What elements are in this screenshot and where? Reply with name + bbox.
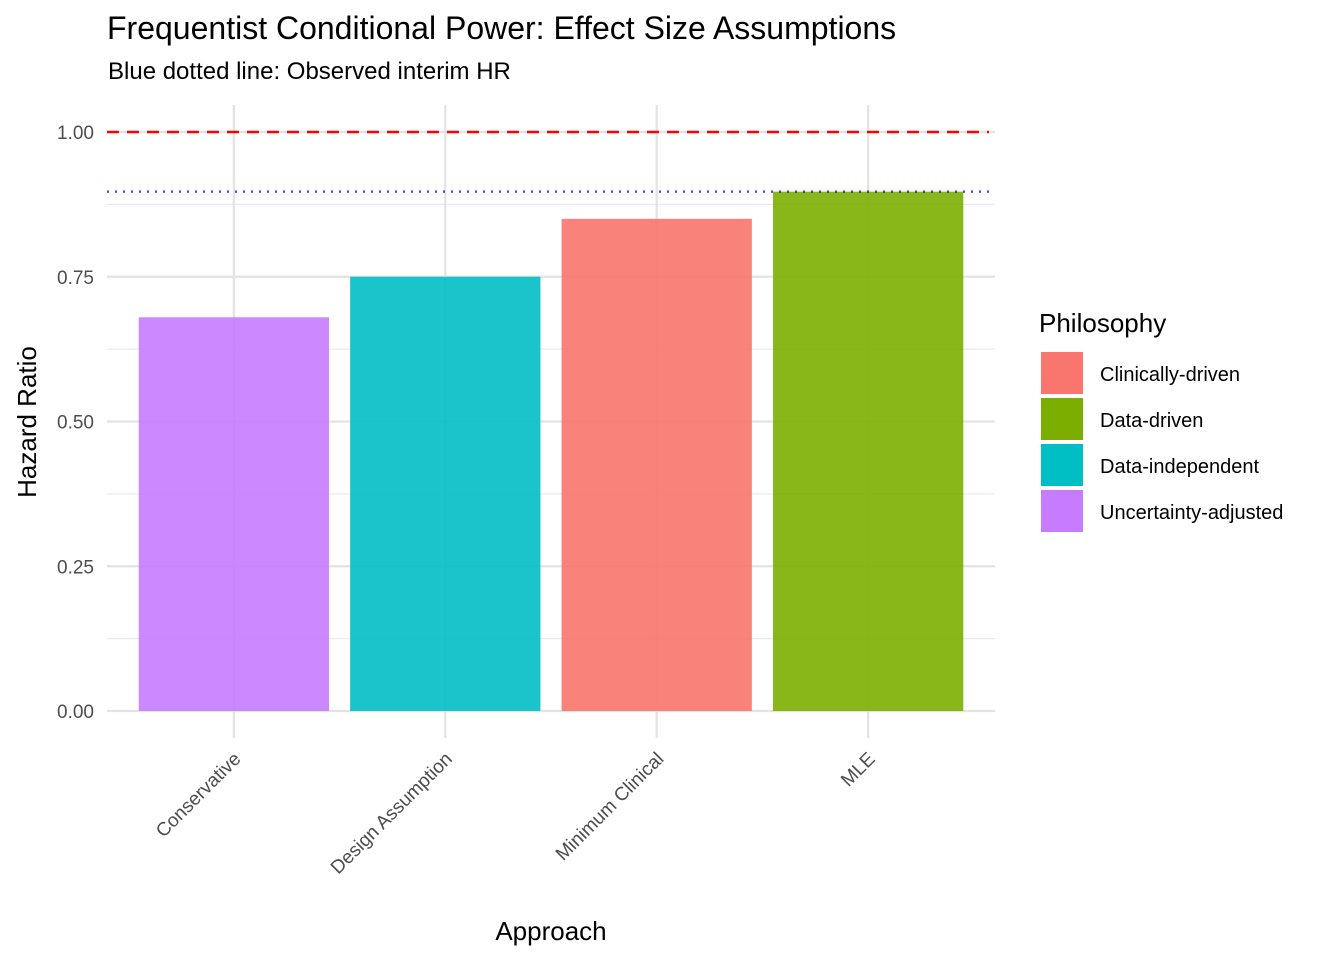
y-tick-label: 0.50: [57, 413, 94, 434]
x-axis-title: Approach: [495, 916, 606, 946]
x-axis-ticks: Conservative Design Assumption Minimum Cli…: [152, 749, 880, 879]
bar-conservative: [138, 317, 329, 711]
y-tick-label: 1.00: [57, 123, 94, 144]
bars: [138, 191, 964, 712]
x-tick-label: MLE: [837, 749, 879, 791]
bar-minimum-clinical: [561, 218, 752, 711]
bar-design-assumption: [350, 276, 541, 711]
y-tick-label: 0.75: [57, 268, 94, 289]
x-tick-label: Design Assumption: [327, 749, 457, 879]
x-tick-label: Conservative: [152, 749, 245, 842]
legend-label: Uncertainty-adjusted: [1100, 502, 1283, 524]
y-axis-ticks: 0.00 0.25 0.50 0.75 1.00: [57, 123, 94, 723]
y-axis-title: Hazard Ratio: [12, 346, 42, 498]
x-tick-label: Minimum Clinical: [552, 749, 668, 865]
legend-label: Clinically-driven: [1100, 364, 1240, 386]
reference-lines: [107, 130, 989, 193]
legend-title: Philosophy: [1039, 308, 1166, 338]
legend-label: Data-driven: [1100, 410, 1203, 432]
y-tick-label: 0.25: [57, 557, 94, 578]
chart-subtitle: Blue dotted line: Observed interim HR: [108, 58, 511, 85]
y-tick-label: 0.00: [57, 702, 94, 723]
legend-swatch: [1041, 352, 1083, 394]
chart-title: Frequentist Conditional Power: Effect Si…: [107, 10, 897, 46]
legend-swatch: [1041, 398, 1083, 440]
legend-swatch: [1041, 490, 1083, 532]
bar-mle: [773, 191, 964, 712]
legend-label: Data-independent: [1100, 456, 1259, 478]
legend-swatch: [1041, 444, 1083, 486]
legend: Philosophy Clinically-driven Data-driven D…: [1039, 308, 1283, 532]
